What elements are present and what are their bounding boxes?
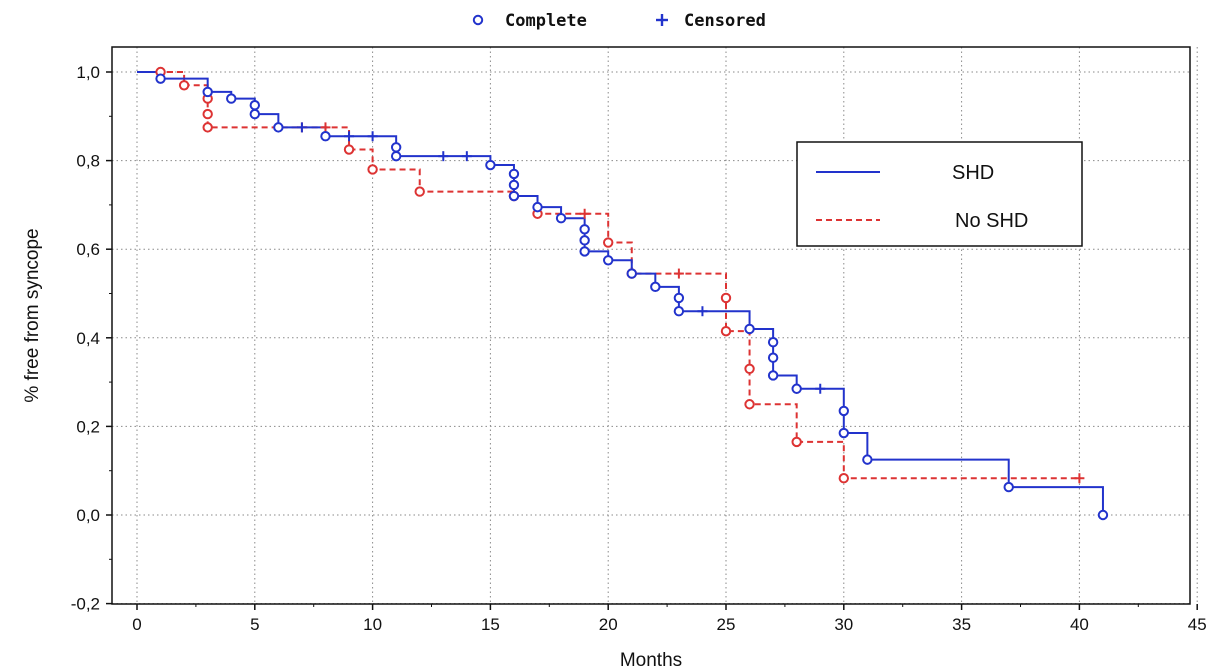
complete-marker-shd xyxy=(580,236,588,244)
complete-marker-shd xyxy=(769,371,777,379)
complete-marker-no-shd xyxy=(722,294,730,302)
complete-marker-no-shd xyxy=(604,238,612,246)
complete-label: Complete xyxy=(505,11,587,31)
censored-marker-shd xyxy=(368,131,378,141)
complete-marker-shd xyxy=(392,143,400,151)
complete-marker-no-shd xyxy=(840,474,848,482)
complete-marker-icon xyxy=(474,16,482,24)
complete-marker-no-shd xyxy=(792,438,800,446)
complete-marker-shd xyxy=(580,247,588,255)
complete-marker-no-shd xyxy=(368,165,376,173)
complete-marker-shd xyxy=(675,307,683,315)
complete-marker-shd xyxy=(628,269,636,277)
series-line-shd xyxy=(137,72,1103,515)
series-markers xyxy=(156,68,1107,519)
complete-marker-no-shd xyxy=(180,81,188,89)
complete-marker-shd xyxy=(604,256,612,264)
series-legend: SHD No SHD xyxy=(797,142,1082,246)
series-lines xyxy=(137,72,1103,515)
complete-marker-shd xyxy=(321,132,329,140)
legend-label-shd: SHD xyxy=(952,162,994,184)
censored-marker-no-shd xyxy=(674,269,684,279)
x-axis-title: Months xyxy=(620,650,682,671)
complete-marker-shd xyxy=(510,192,518,200)
y-tick-label: 1,0 xyxy=(76,63,100,82)
y-tick-label: 0,6 xyxy=(76,240,100,259)
complete-marker-shd xyxy=(840,429,848,437)
complete-marker-shd xyxy=(227,94,235,102)
complete-marker-shd xyxy=(675,294,683,302)
complete-marker-shd xyxy=(533,203,541,211)
censored-label: Censored xyxy=(684,11,766,31)
complete-marker-no-shd xyxy=(745,400,753,408)
complete-marker-no-shd xyxy=(203,110,211,118)
x-tick-label: 15 xyxy=(481,615,500,634)
x-tick-label: 5 xyxy=(250,615,259,634)
complete-marker-shd xyxy=(769,338,777,346)
complete-marker-no-shd xyxy=(345,145,353,153)
y-tick-label: 0,4 xyxy=(76,329,100,348)
complete-marker-shd xyxy=(580,225,588,233)
complete-marker-no-shd xyxy=(203,123,211,131)
x-tick-label: 35 xyxy=(952,615,971,634)
complete-marker-shd xyxy=(557,214,565,222)
y-tick-label: 0,2 xyxy=(76,417,100,436)
x-tick-label: 25 xyxy=(717,615,736,634)
complete-marker-no-shd xyxy=(722,327,730,335)
censored-marker-shd xyxy=(697,306,707,316)
censored-marker-shd xyxy=(462,151,472,161)
censored-marker-shd xyxy=(815,384,825,394)
censored-marker-shd xyxy=(297,122,307,132)
x-tick-label: 20 xyxy=(599,615,618,634)
complete-marker-shd xyxy=(510,181,518,189)
complete-marker-shd xyxy=(863,455,871,463)
complete-marker-shd xyxy=(156,74,164,82)
censored-marker-no-shd xyxy=(320,122,330,132)
legend-box xyxy=(797,142,1082,246)
complete-marker-shd xyxy=(203,88,211,96)
complete-marker-shd xyxy=(510,170,518,178)
complete-marker-shd xyxy=(792,385,800,393)
complete-marker-shd xyxy=(251,101,259,109)
complete-marker-shd xyxy=(1099,511,1107,519)
legend-label-no-shd: No SHD xyxy=(955,210,1028,232)
plot-frame xyxy=(112,47,1190,604)
complete-marker-shd xyxy=(486,161,494,169)
complete-marker-shd xyxy=(251,110,259,118)
complete-marker-shd xyxy=(769,354,777,362)
censored-marker-icon xyxy=(656,14,668,26)
y-tick-label: -0,2 xyxy=(71,595,100,614)
complete-marker-shd xyxy=(840,407,848,415)
x-tick-label: 45 xyxy=(1188,615,1207,634)
censored-marker-shd xyxy=(438,151,448,161)
y-axis-title: % free from syncope xyxy=(22,228,43,402)
complete-marker-shd xyxy=(1005,483,1013,491)
y-tick-label: 0,0 xyxy=(76,506,100,525)
complete-marker-shd xyxy=(745,325,753,333)
x-tick-label: 30 xyxy=(834,615,853,634)
complete-marker-no-shd xyxy=(416,187,424,195)
x-tick-label: 10 xyxy=(363,615,382,634)
x-tick-label: 0 xyxy=(132,615,141,634)
complete-marker-shd xyxy=(651,283,659,291)
censored-marker-shd xyxy=(344,131,354,141)
y-tick-label: 0,8 xyxy=(76,152,100,171)
complete-marker-shd xyxy=(274,123,282,131)
censored-marker-no-shd xyxy=(1074,473,1084,483)
x-tick-label: 40 xyxy=(1070,615,1089,634)
complete-marker-shd xyxy=(392,152,400,160)
complete-marker-no-shd xyxy=(745,365,753,373)
marker-legend: Complete Censored xyxy=(474,11,766,31)
